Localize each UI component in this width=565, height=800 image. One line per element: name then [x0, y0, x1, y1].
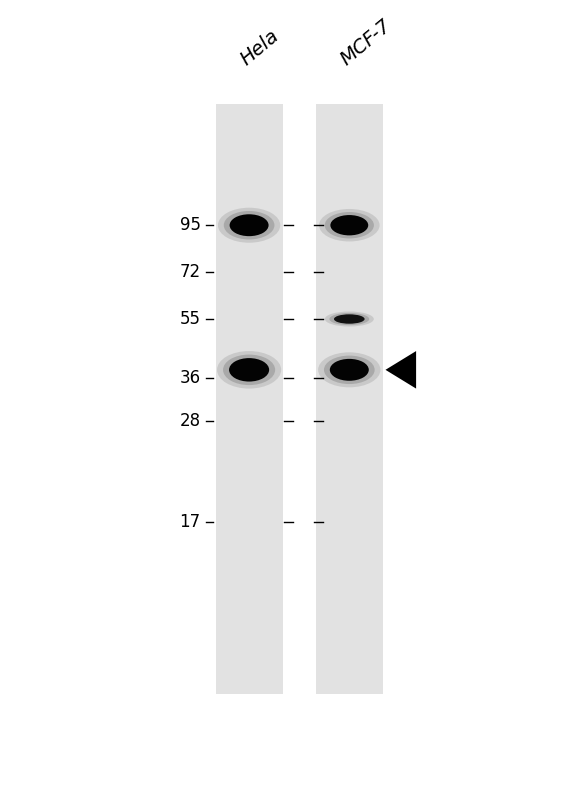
Text: 72: 72 — [180, 263, 201, 281]
Text: Hela: Hela — [237, 26, 283, 69]
Text: 36: 36 — [180, 369, 201, 386]
Text: 17: 17 — [180, 514, 201, 531]
Ellipse shape — [325, 311, 374, 326]
Ellipse shape — [330, 359, 369, 381]
Ellipse shape — [229, 214, 268, 236]
Bar — [316, 104, 383, 694]
Text: 95: 95 — [180, 216, 201, 234]
Ellipse shape — [329, 313, 369, 325]
Ellipse shape — [224, 211, 275, 239]
Polygon shape — [385, 351, 416, 389]
Ellipse shape — [325, 212, 374, 238]
Ellipse shape — [229, 358, 269, 382]
Ellipse shape — [334, 314, 364, 324]
Text: 55: 55 — [180, 310, 201, 328]
Text: 28: 28 — [180, 412, 201, 430]
Ellipse shape — [331, 215, 368, 235]
Ellipse shape — [318, 352, 380, 387]
Ellipse shape — [319, 209, 380, 242]
Ellipse shape — [324, 355, 375, 384]
Ellipse shape — [218, 208, 280, 242]
Bar — [216, 104, 282, 694]
Ellipse shape — [217, 351, 281, 389]
Ellipse shape — [223, 354, 275, 385]
Text: MCF-7: MCF-7 — [337, 16, 396, 69]
